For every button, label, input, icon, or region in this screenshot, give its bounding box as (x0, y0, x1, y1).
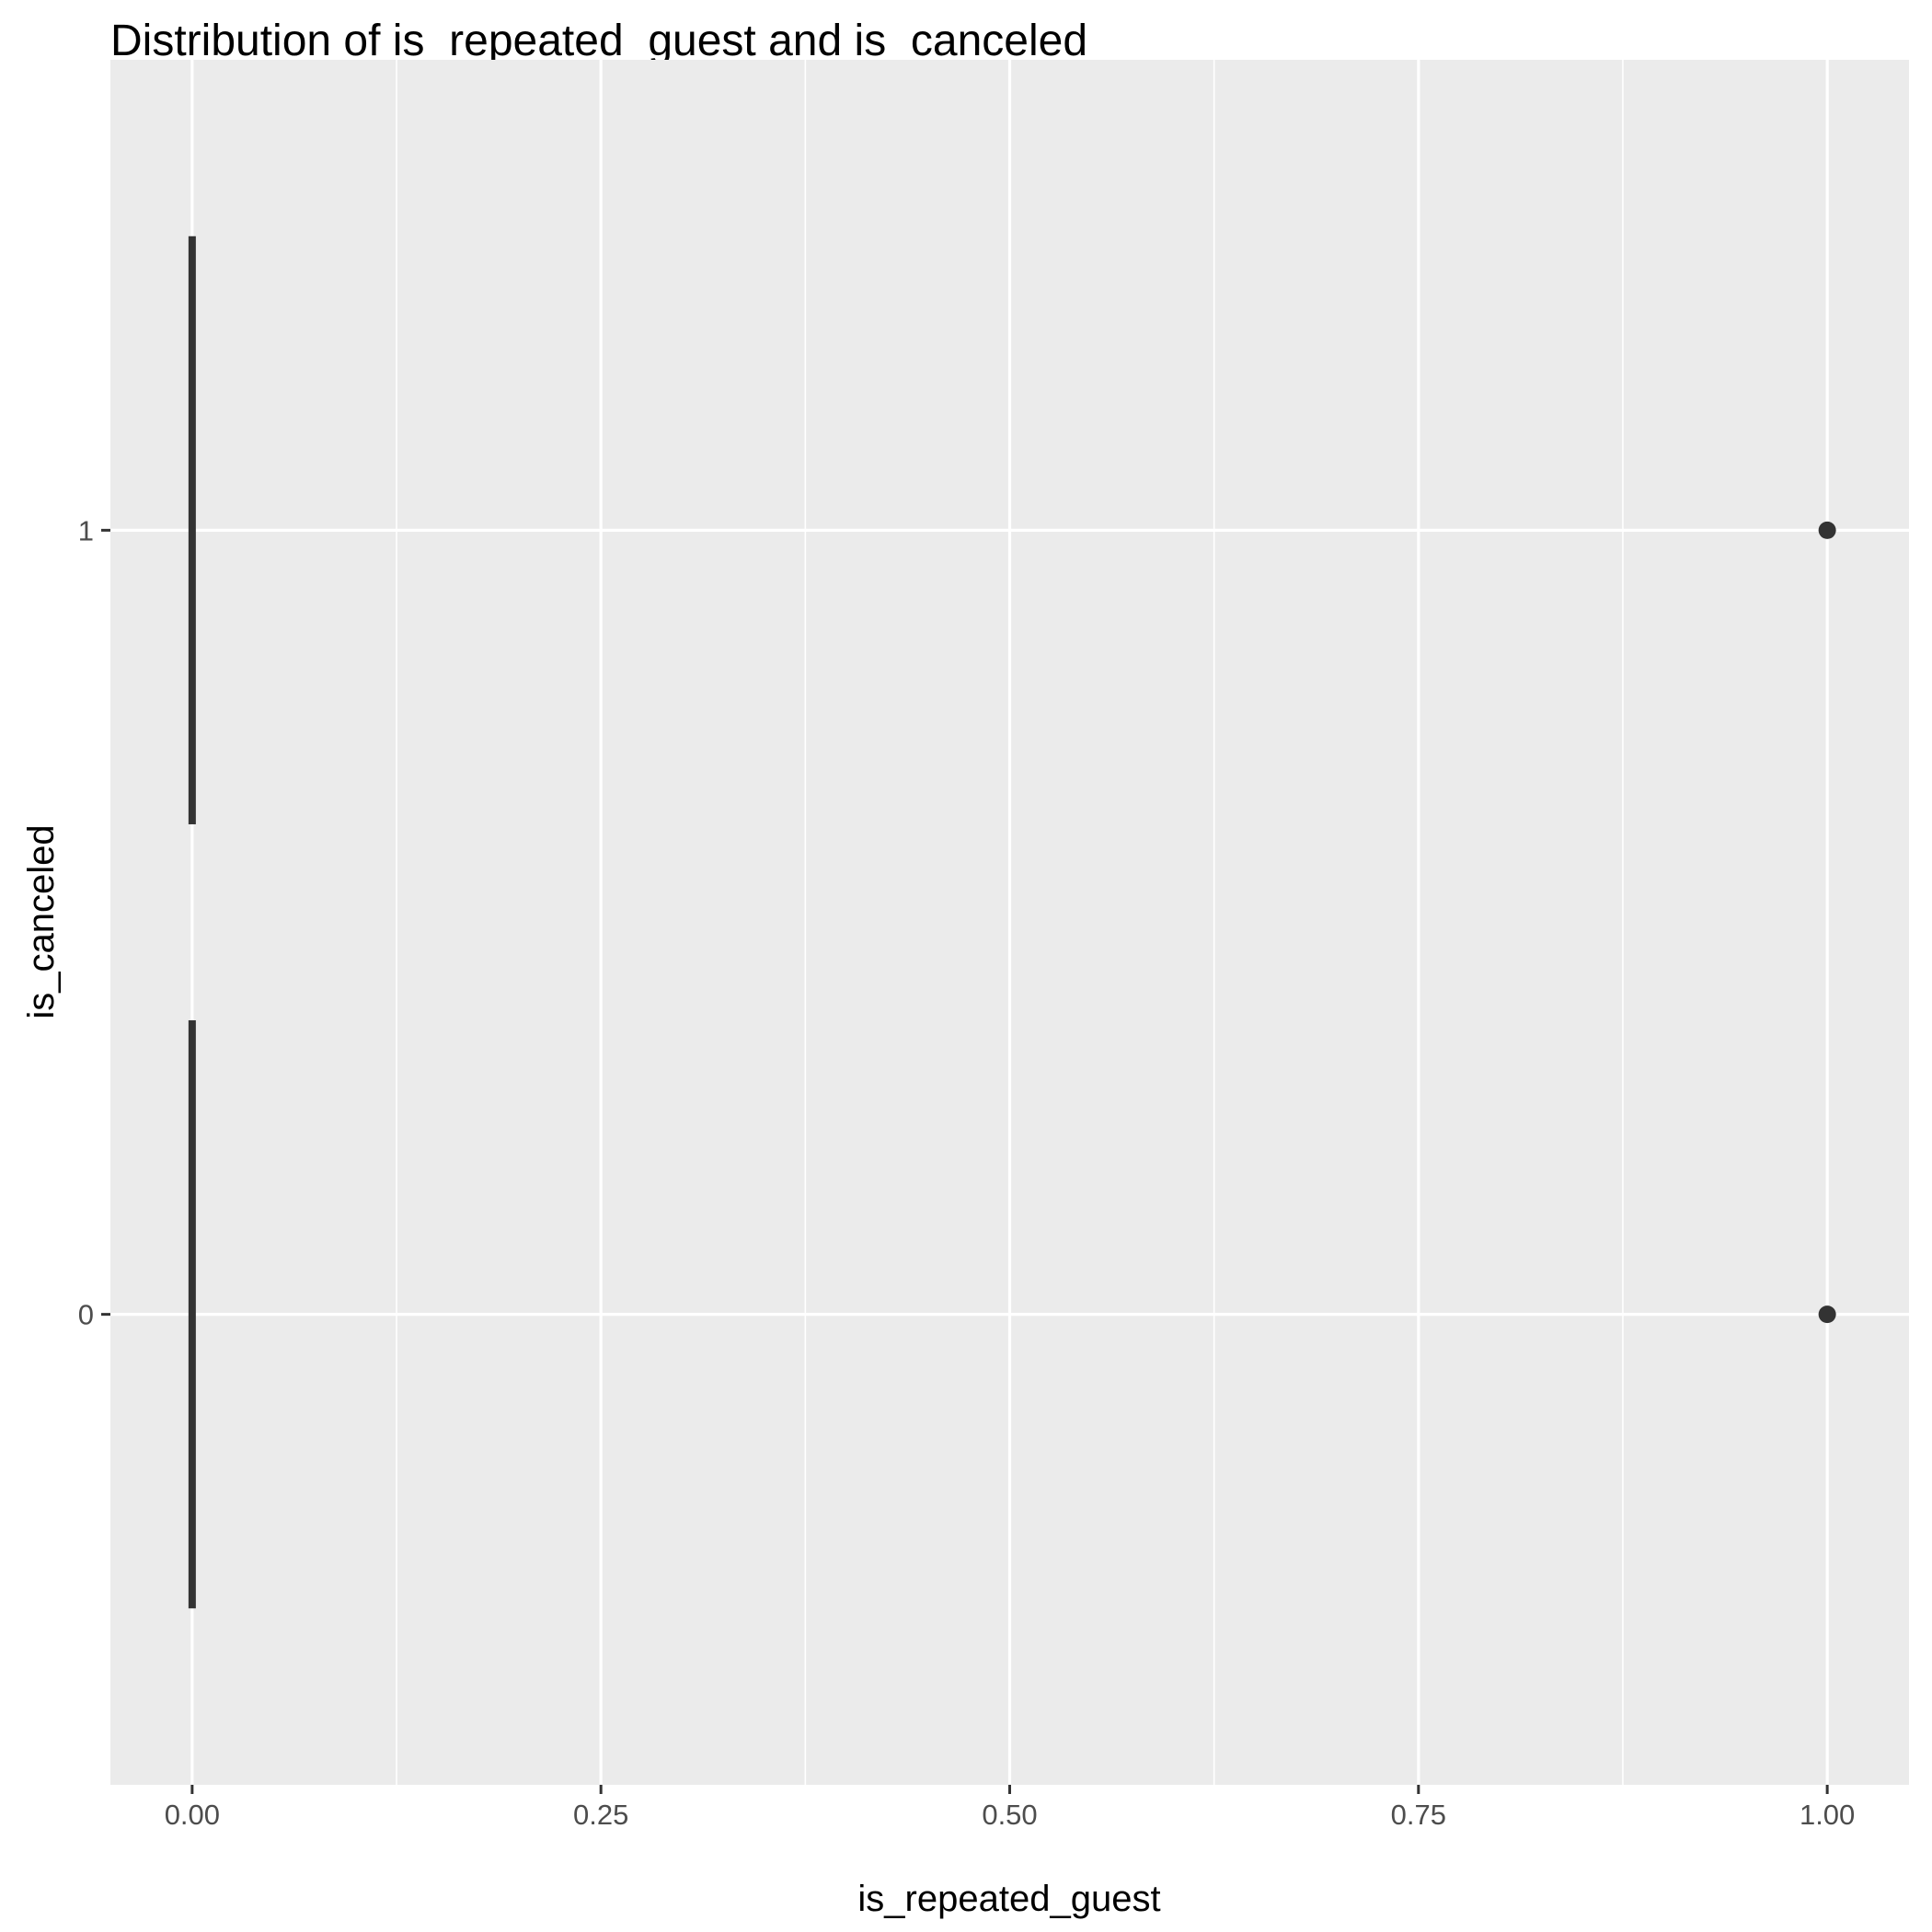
x-axis: 0.00 0.25 0.50 0.75 1.00 (165, 1785, 1855, 1831)
x-tick-label: 0.75 (1391, 1799, 1446, 1831)
x-tick-label: 0.25 (573, 1799, 628, 1831)
boxplot-layer (188, 236, 1836, 1609)
outlier-point (1818, 521, 1836, 539)
y-tick-label: 0 (78, 1299, 94, 1331)
box-1 (188, 236, 196, 824)
major-gridlines (110, 60, 1909, 1785)
x-tick-label: 0.00 (165, 1799, 220, 1831)
x-tick-label: 0.50 (982, 1799, 1037, 1831)
y-tick-label: 1 (78, 514, 94, 546)
y-axis-title: is_canceled (21, 824, 62, 1018)
x-tick-label: 1.00 (1800, 1799, 1855, 1831)
y-axis: 01 (78, 514, 110, 1331)
outlier-point (1818, 1305, 1836, 1324)
box-0 (188, 1020, 196, 1609)
x-axis-title: is_repeated_guest (857, 1879, 1160, 1919)
chart-title: Distribution of is_repeated_guest and is… (110, 17, 1087, 65)
minor-gridlines (396, 60, 1624, 1785)
